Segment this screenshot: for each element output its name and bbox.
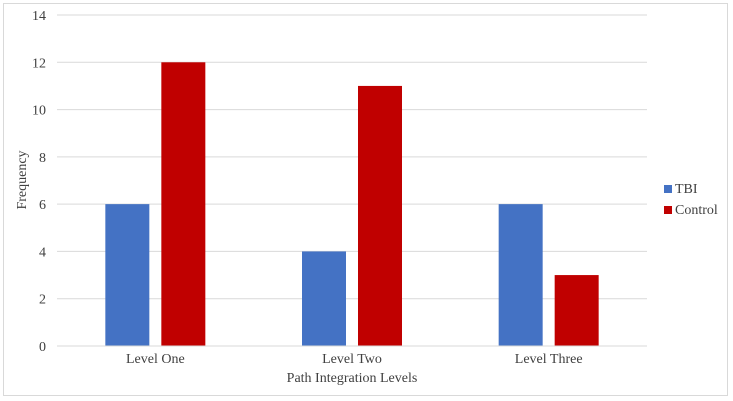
x-tick-label: Level Two xyxy=(322,352,382,367)
y-tick-label: 0 xyxy=(39,340,46,355)
y-tick-label: 12 xyxy=(32,56,46,71)
bar-control-level-two xyxy=(358,85,402,346)
bar-tbi-level-two xyxy=(302,251,346,346)
legend-swatch-control xyxy=(664,206,672,214)
y-tick-label: 10 xyxy=(32,104,46,119)
y-tick-label: 6 xyxy=(39,198,46,213)
bars xyxy=(105,62,599,347)
bar-control-level-three xyxy=(554,275,599,346)
x-tick-label: Level One xyxy=(126,352,185,367)
legend: TBI Control xyxy=(664,182,718,218)
y-tick-label: 2 xyxy=(39,293,46,308)
y-tick-label: 14 xyxy=(32,9,46,24)
y-tick-label: 4 xyxy=(39,245,46,260)
y-axis-title: Frequency xyxy=(15,150,30,209)
y-tick-label: 8 xyxy=(39,151,46,166)
x-tick-labels: Level One Level Two Level Three xyxy=(126,352,583,367)
legend-swatch-tbi xyxy=(664,185,672,193)
y-tick-labels: 0 2 4 6 8 10 12 14 xyxy=(32,9,46,355)
bar-tbi-level-one xyxy=(105,204,150,346)
gridlines xyxy=(57,14,647,300)
legend-label-control: Control xyxy=(675,203,718,218)
bar-tbi-level-three xyxy=(498,204,543,346)
bar-control-level-one xyxy=(161,62,206,347)
legend-label-tbi: TBI xyxy=(675,182,698,197)
x-axis-title: Path Integration Levels xyxy=(287,371,418,386)
x-tick-label: Level Three xyxy=(515,352,583,367)
